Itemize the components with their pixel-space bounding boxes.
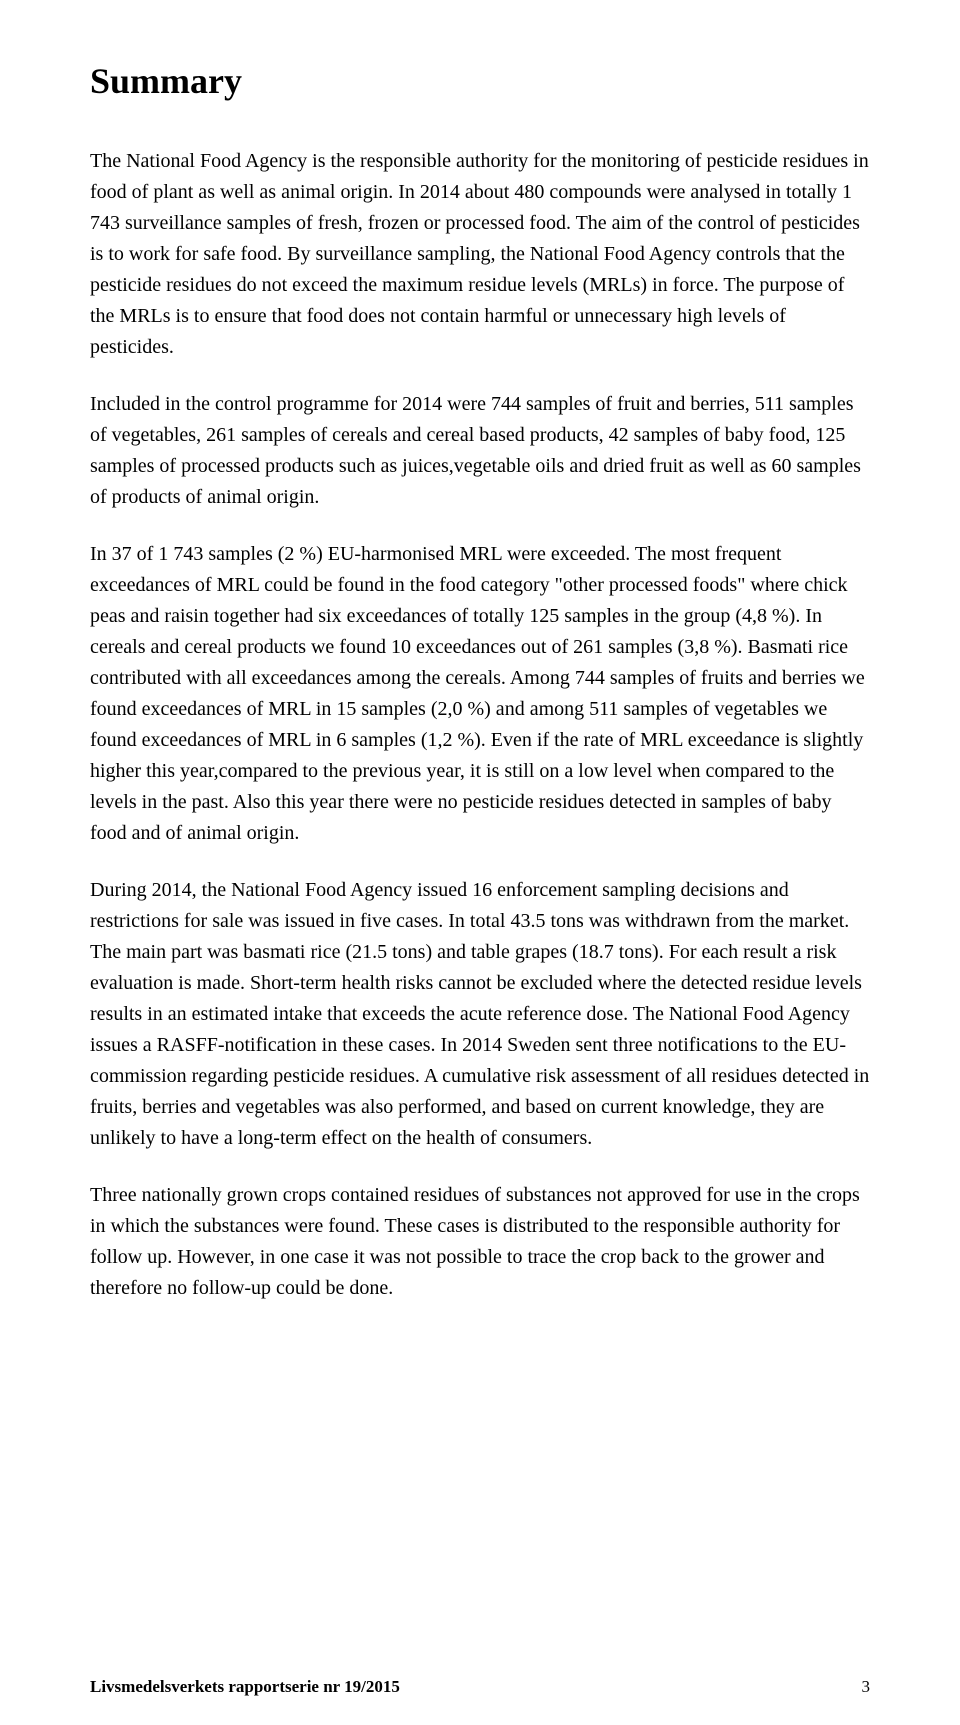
paragraph-1: The National Food Agency is the responsi… — [90, 146, 870, 363]
document-page: Summary The National Food Agency is the … — [0, 0, 960, 1725]
paragraph-2: Included in the control programme for 20… — [90, 389, 870, 513]
page-title: Summary — [90, 60, 870, 102]
footer-series: Livsmedelsverkets rapportserie nr 19/201… — [90, 1677, 400, 1697]
paragraph-4: During 2014, the National Food Agency is… — [90, 875, 870, 1154]
page-footer: Livsmedelsverkets rapportserie nr 19/201… — [90, 1677, 870, 1697]
paragraph-5: Three nationally grown crops contained r… — [90, 1180, 870, 1304]
footer-page-number: 3 — [862, 1677, 871, 1697]
paragraph-3: In 37 of 1 743 samples (2 %) EU-harmonis… — [90, 539, 870, 849]
